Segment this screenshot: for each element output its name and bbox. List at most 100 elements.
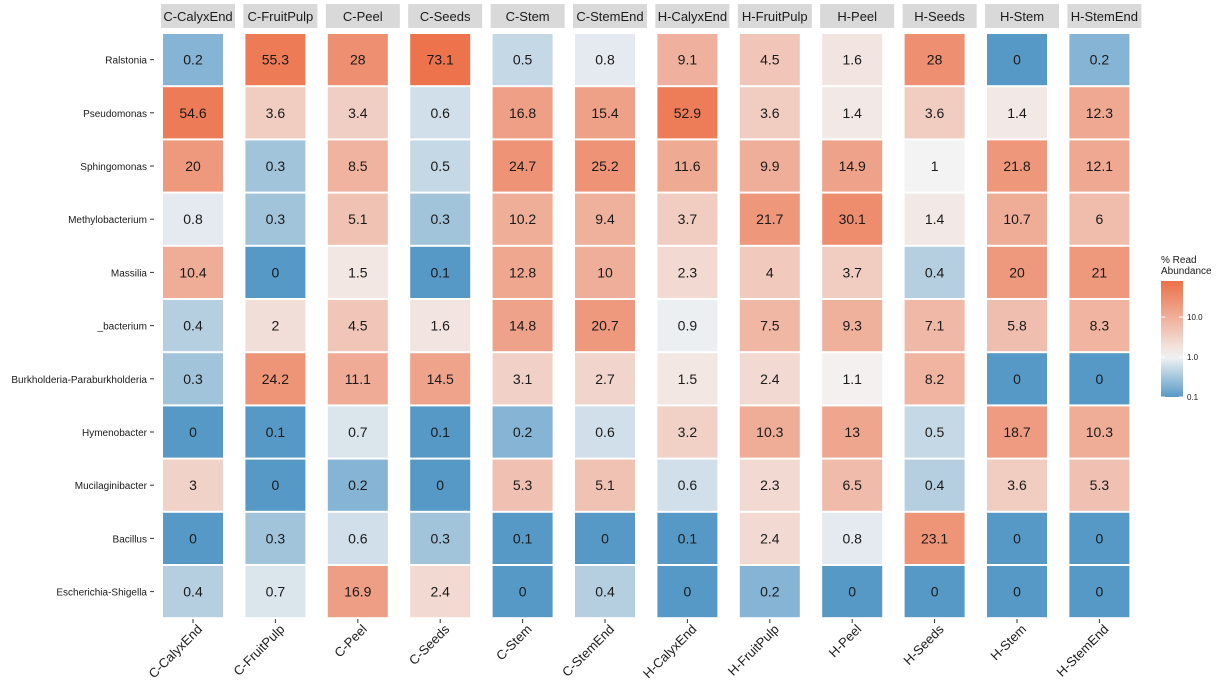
y-tick-label: Massilia: [111, 268, 148, 279]
heatmap-cell: [1069, 459, 1130, 511]
facet-strip-bg: [655, 4, 730, 28]
cell-value-label: 23.1: [921, 530, 948, 546]
heatmap-cell: [575, 140, 635, 192]
cell-value-label: 13: [844, 424, 860, 440]
heatmap-cell: [575, 512, 635, 564]
x-tick-label: C-StemEnd: [559, 622, 617, 680]
heatmap-cell: [163, 193, 223, 245]
heatmap-cell: [904, 406, 965, 458]
heatmap-cell: [410, 459, 471, 511]
cell-value-label: 4.5: [348, 318, 368, 334]
cell-value-label: 30.1: [839, 211, 866, 227]
legend-tick-label: 10.0: [1187, 313, 1203, 322]
heatmap-cell: [987, 300, 1047, 352]
cell-value-label: 0.5: [430, 158, 450, 174]
cell-value-label: 11.6: [674, 158, 700, 174]
facet-strip-label: H-CalyxEnd: [658, 9, 727, 24]
heatmap-cell: [987, 353, 1047, 405]
cell-value-label: 9.9: [760, 158, 780, 174]
facet-strip-label: C-Stem: [506, 9, 550, 24]
facet-strip-label: H-Peel: [837, 9, 877, 24]
x-tick-label: C-CalyxEnd: [145, 622, 205, 682]
x-tick-label: C-Seeds: [406, 621, 453, 668]
heatmap-cell: [657, 459, 718, 511]
heatmap-cell: [245, 34, 306, 86]
cell-value-label: 2: [272, 318, 280, 334]
cell-value-label: 9.3: [842, 318, 862, 334]
heatmap-cell: [657, 300, 718, 352]
facet-strip-label: C-StemEnd: [576, 9, 643, 24]
facet-strip-bg: [408, 4, 483, 28]
heatmap-cell: [987, 193, 1047, 245]
cell-value-label: 4: [766, 264, 774, 280]
heatmap-cell: [245, 566, 306, 618]
cell-value-label: 0: [1096, 584, 1104, 600]
cell-value-label: 5.1: [595, 477, 615, 493]
heatmap-cell: [163, 406, 223, 458]
cell-value-label: 3.2: [678, 424, 698, 440]
heatmap-cell: [575, 246, 635, 298]
heatmap-cell: [492, 193, 553, 245]
heatmap-cell: [987, 140, 1047, 192]
cell-value-label: 1.4: [1007, 105, 1027, 121]
heatmap-cell: [245, 300, 306, 352]
cell-value-label: 0.3: [430, 211, 450, 227]
heatmap-cell: [987, 87, 1047, 139]
cell-value-label: 14.8: [509, 318, 536, 334]
heatmap-cell: [904, 34, 965, 86]
cell-value-label: 1.5: [678, 371, 698, 387]
heatmap-cell: [822, 87, 883, 139]
facet-strip-label: C-Seeds: [420, 9, 471, 24]
cell-value-label: 0.1: [513, 530, 533, 546]
cell-value-label: 0.3: [183, 371, 203, 387]
cell-value-label: 0.3: [266, 158, 286, 174]
heatmap-cell: [1069, 353, 1130, 405]
heatmap-cell: [410, 246, 471, 298]
heatmap-cell: [327, 87, 388, 139]
cell-value-label: 0.8: [595, 52, 615, 68]
cell-value-label: 5.3: [1090, 477, 1110, 493]
cell-value-label: 0: [931, 584, 939, 600]
heatmap-cell: [492, 566, 553, 618]
cell-value-label: 8.5: [348, 158, 368, 174]
heatmap-cell: [410, 353, 471, 405]
cell-value-label: 0.2: [348, 477, 368, 493]
cell-value-label: 12.8: [509, 264, 536, 280]
heatmap-cell: [739, 193, 800, 245]
heatmap-cell: [822, 566, 883, 618]
cell-value-label: 0.5: [925, 424, 945, 440]
heatmap-cell: [492, 512, 553, 564]
cell-value-label: 0.8: [842, 530, 862, 546]
heatmap-cell: [327, 300, 388, 352]
cell-value-label: 10: [597, 264, 613, 280]
y-tick-label: Methylobacterium: [68, 215, 147, 226]
cell-value-label: 12.3: [1086, 105, 1113, 121]
heatmap-cell: [245, 406, 306, 458]
heatmap-cell: [822, 140, 883, 192]
cell-value-label: 0.2: [760, 584, 780, 600]
y-tick-label: Burkholderia-Paraburkholderia: [11, 375, 147, 386]
cell-value-label: 4.5: [760, 52, 780, 68]
heatmap-cell: [245, 140, 306, 192]
cell-value-label: 1.6: [430, 318, 450, 334]
cell-value-label: 52.9: [674, 105, 701, 121]
heatmap-cell: [739, 87, 800, 139]
cell-value-label: 1: [931, 158, 939, 174]
cell-value-label: 12.1: [1086, 158, 1113, 174]
cell-value-label: 0.5: [513, 52, 533, 68]
x-tick-label: C-Stem: [493, 622, 535, 664]
heatmap-cell: [1069, 246, 1130, 298]
cell-value-label: 0.4: [183, 318, 203, 334]
heatmap-cell: [327, 512, 388, 564]
cell-value-label: 0.4: [925, 264, 945, 280]
heatmap-cell: [904, 300, 965, 352]
heatmap-cell: [575, 87, 635, 139]
heatmap-cell: [575, 566, 635, 618]
heatmap-cell: [163, 300, 223, 352]
heatmap-cell: [904, 140, 965, 192]
cell-value-label: 0.2: [513, 424, 533, 440]
cell-value-label: 28: [350, 52, 366, 68]
heatmap-cell: [327, 406, 388, 458]
heatmap-cell: [987, 406, 1047, 458]
